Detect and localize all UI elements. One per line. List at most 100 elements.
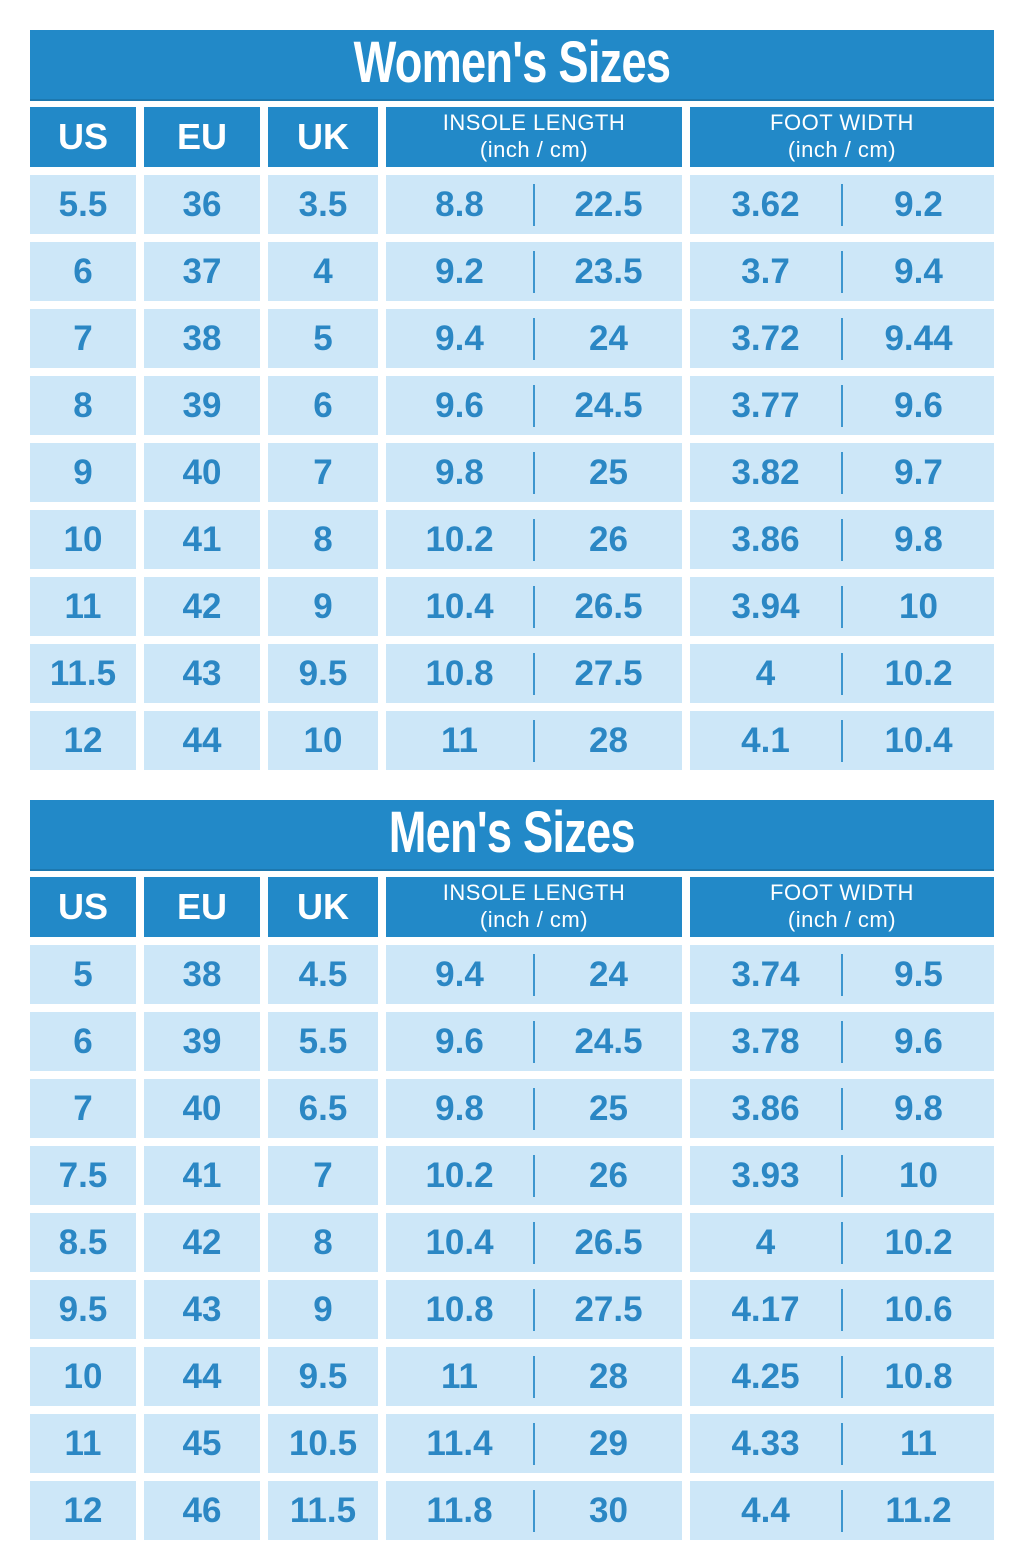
insole-length-cell: 8.8 22.5 <box>386 175 682 234</box>
cell-divider <box>841 1020 843 1063</box>
insole-length-cell: 10.2 26 <box>386 510 682 569</box>
foot-width-cell: 3.94 10 <box>690 577 994 636</box>
width-cm-value: 10.4 <box>884 721 953 760</box>
width-inch-value: 4.4 <box>741 1491 790 1530</box>
cell-divider <box>841 1221 843 1264</box>
insole-inch-value: 8.8 <box>435 185 484 224</box>
mens-header-row: US EU UK INSOLE LENGTH (inch / cm) FOOT … <box>30 877 994 937</box>
cell-divider <box>841 384 843 427</box>
cell-divider <box>533 250 535 293</box>
uk-size-cell: 9 <box>268 577 378 636</box>
eu-size-cell: 39 <box>144 1012 260 1071</box>
cell-divider <box>841 317 843 360</box>
eu-size-cell: 41 <box>144 510 260 569</box>
table-row: 9 40 7 9.8 25 3.82 9.7 <box>30 443 994 502</box>
width-inch-value: 3.72 <box>731 319 800 358</box>
cell-divider <box>533 317 535 360</box>
mens-table-title: Men's Sizes <box>388 799 636 865</box>
foot-width-cell: 3.7 9.4 <box>690 242 994 301</box>
header-us: US <box>30 107 136 167</box>
header-foot-width-title: FOOT WIDTH <box>770 110 914 136</box>
insole-cm-value: 26.5 <box>574 587 643 626</box>
foot-width-cell: 4.25 10.8 <box>690 1347 994 1406</box>
cell-divider <box>533 719 535 762</box>
insole-cm-value: 29 <box>589 1424 628 1463</box>
eu-size-cell: 43 <box>144 644 260 703</box>
cell-divider <box>841 183 843 226</box>
cell-divider <box>841 585 843 628</box>
insole-length-cell: 11 28 <box>386 711 682 770</box>
foot-width-cell: 4.33 11 <box>690 1414 994 1473</box>
width-cm-value: 10.8 <box>884 1357 953 1396</box>
eu-size-cell: 41 <box>144 1146 260 1205</box>
header-uk: UK <box>268 877 378 937</box>
cell-divider <box>841 719 843 762</box>
insole-inch-value: 9.6 <box>435 1022 484 1061</box>
eu-size-cell: 40 <box>144 443 260 502</box>
width-cm-value: 9.6 <box>894 386 943 425</box>
foot-width-cell: 3.86 9.8 <box>690 510 994 569</box>
header-foot-width-title: FOOT WIDTH <box>770 880 914 906</box>
width-cm-value: 9.5 <box>894 955 943 994</box>
uk-size-cell: 6 <box>268 376 378 435</box>
insole-inch-value: 11.4 <box>426 1424 493 1463</box>
header-eu: EU <box>144 107 260 167</box>
width-inch-value: 3.78 <box>731 1022 800 1061</box>
table-row: 10 44 9.5 11 28 4.25 10.8 <box>30 1347 994 1406</box>
width-cm-value: 9.4 <box>894 252 943 291</box>
cell-divider <box>841 250 843 293</box>
insole-inch-value: 10.8 <box>425 654 494 693</box>
insole-inch-value: 9.8 <box>435 1089 484 1128</box>
eu-size-cell: 44 <box>144 1347 260 1406</box>
cell-divider <box>841 451 843 494</box>
cell-divider <box>841 518 843 561</box>
cell-divider <box>841 1355 843 1398</box>
width-inch-value: 4.25 <box>731 1357 800 1396</box>
insole-length-cell: 10.4 26.5 <box>386 1213 682 1272</box>
insole-length-cell: 11.8 30 <box>386 1481 682 1540</box>
cell-divider <box>841 1489 843 1532</box>
width-inch-value: 4.33 <box>731 1424 800 1463</box>
cell-divider <box>533 1489 535 1532</box>
width-inch-value: 3.86 <box>731 520 800 559</box>
width-cm-value: 10 <box>899 587 938 626</box>
width-cm-value: 10.6 <box>884 1290 953 1329</box>
width-inch-value: 3.77 <box>731 386 800 425</box>
insole-length-cell: 9.4 24 <box>386 309 682 368</box>
width-inch-value: 4 <box>755 1223 776 1262</box>
insole-cm-value: 27.5 <box>574 1290 643 1329</box>
width-inch-value: 3.62 <box>731 185 800 224</box>
foot-width-cell: 4.17 10.6 <box>690 1280 994 1339</box>
uk-size-cell: 5.5 <box>268 1012 378 1071</box>
table-row: 9.5 43 9 10.8 27.5 4.17 10.6 <box>30 1280 994 1339</box>
uk-size-cell: 9 <box>268 1280 378 1339</box>
table-row: 6 39 5.5 9.6 24.5 3.78 9.6 <box>30 1012 994 1071</box>
width-inch-value: 3.93 <box>731 1156 800 1195</box>
us-size-cell: 5.5 <box>30 175 136 234</box>
insole-inch-value: 9.2 <box>435 252 484 291</box>
table-row: 6 37 4 9.2 23.5 3.7 9.4 <box>30 242 994 301</box>
uk-size-cell: 6.5 <box>268 1079 378 1138</box>
width-cm-value: 9.44 <box>884 319 953 358</box>
table-row: 7 38 5 9.4 24 3.72 9.44 <box>30 309 994 368</box>
us-size-cell: 7.5 <box>30 1146 136 1205</box>
width-cm-value: 11 <box>900 1424 937 1463</box>
uk-size-cell: 8 <box>268 510 378 569</box>
foot-width-cell: 4.4 11.2 <box>690 1481 994 1540</box>
us-size-cell: 11.5 <box>30 644 136 703</box>
insole-cm-value: 27.5 <box>574 654 643 693</box>
eu-size-cell: 39 <box>144 376 260 435</box>
womens-title-band: Women's Sizes <box>30 30 994 101</box>
width-inch-value: 3.74 <box>731 955 800 994</box>
insole-inch-value: 11.8 <box>426 1491 493 1530</box>
cell-divider <box>841 953 843 996</box>
cell-divider <box>533 1422 535 1465</box>
table-row: 5.5 36 3.5 8.8 22.5 3.62 9.2 <box>30 175 994 234</box>
insole-inch-value: 9.6 <box>435 386 484 425</box>
header-eu: EU <box>144 877 260 937</box>
header-insole-length: INSOLE LENGTH (inch / cm) <box>386 877 682 937</box>
foot-width-cell: 3.74 9.5 <box>690 945 994 1004</box>
width-inch-value: 4 <box>755 654 776 693</box>
uk-size-cell: 7 <box>268 443 378 502</box>
header-eu-label: EU <box>176 886 227 927</box>
